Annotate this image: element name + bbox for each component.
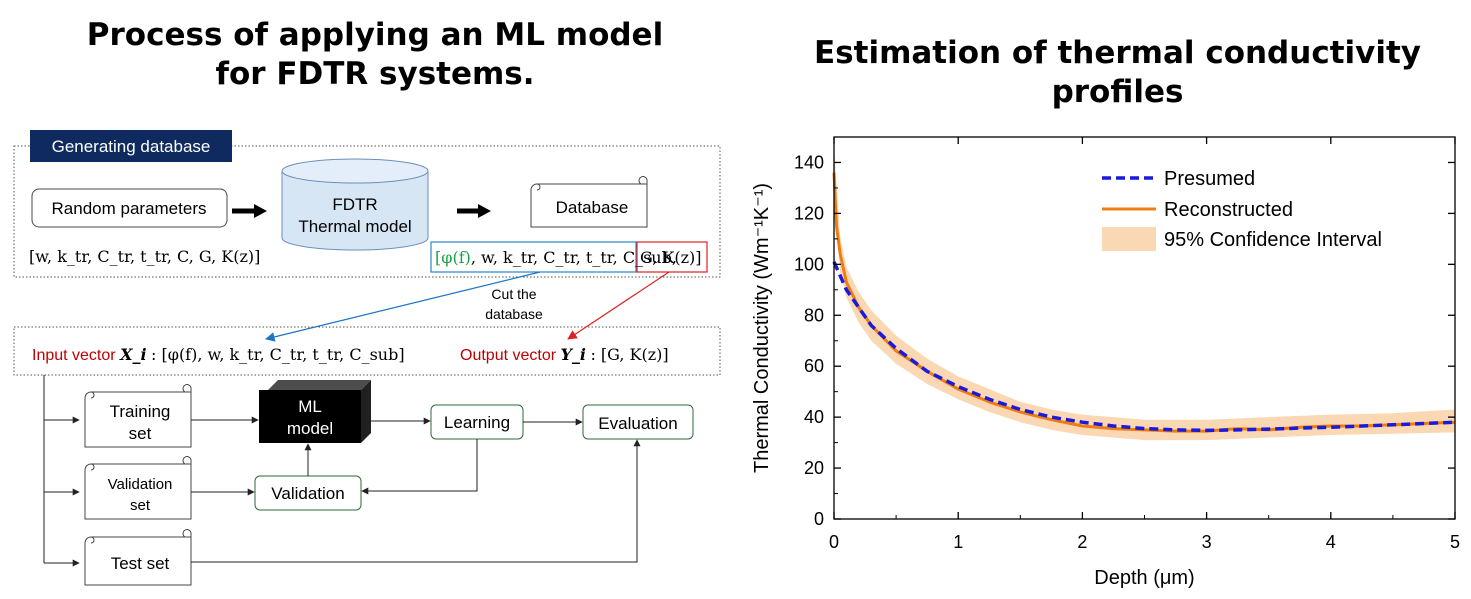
input-vector: Input vector X_i : [φ(f), w, k_tr, C_tr,… [32, 345, 405, 364]
svg-text:Validation: Validation [271, 484, 344, 503]
db-vector-input-box [430, 241, 637, 273]
right-title: Estimation of thermal conductivity profi… [814, 35, 1421, 110]
confidence-band [834, 147, 1455, 441]
db-vector-output: G, K(z)] [640, 248, 702, 267]
generating-database-label: Generating database [30, 130, 232, 162]
x-tick-label-1: 1 [953, 532, 963, 552]
left-title: Process of applying an ML model for FDTR… [30, 16, 720, 94]
y-tick-label-80: 80 [804, 305, 824, 325]
y-tick-label-0: 0 [814, 509, 824, 529]
svg-text:Validation: Validation [108, 476, 173, 493]
svg-text:Database: Database [556, 198, 629, 217]
y-axis-label: Thermal Conductivity (Wm⁻¹K⁻¹) [751, 183, 773, 473]
random-vector: [w, k_tr, C_tr, t_tr, C, G, K(z)] [29, 247, 260, 266]
svg-text:Training: Training [110, 402, 171, 421]
svg-text:ML: ML [298, 397, 322, 416]
x-axis-label: Depth (μm) [1094, 567, 1194, 589]
training-set-scroll: Training set [84, 384, 192, 448]
legend-label-0: Presumed [1164, 168, 1255, 190]
reconstructed-line [832, 172, 1456, 433]
generating-database-group [13, 145, 721, 278]
y-tick-label-60: 60 [804, 356, 824, 376]
validation-set-scroll: Validation set [84, 456, 192, 520]
evaluation-box: Evaluation [582, 404, 694, 440]
y-tick-label-40: 40 [804, 407, 824, 427]
learning-box: Learning [430, 404, 524, 440]
y-tick-label-20: 20 [804, 458, 824, 478]
thick-arrow-2 [457, 204, 491, 218]
svg-text:[φ(f), w, k_tr, C_tr, t_tr, C_: [φ(f), w, k_tr, C_tr, t_tr, C_sub, [435, 248, 677, 267]
svg-text:model: model [287, 419, 333, 438]
db-vector-output-box [636, 241, 708, 273]
db-vector-phi: [φ(f) [435, 248, 471, 267]
x-tick-label-0: 0 [829, 532, 839, 552]
svg-text:set: set [130, 497, 151, 514]
legend-label-2: 95% Confidence Interval [1164, 229, 1382, 251]
cut-label-line2: database [485, 306, 543, 322]
legend-label-1: Reconstructed [1164, 199, 1293, 221]
x-tick-label-3: 3 [1202, 532, 1212, 552]
left-title-line1: Process of applying an ML model [86, 17, 664, 53]
cut-arrow-output [567, 271, 670, 340]
svg-text:Random parameters: Random parameters [52, 199, 207, 218]
db-vector-mid: , w, k_tr, C_tr, t_tr, C_sub, [471, 248, 677, 267]
plot-frame [833, 136, 1456, 520]
svg-text:FDTR: FDTR [332, 195, 377, 214]
x-tick-label-5: 5 [1450, 532, 1460, 552]
test-set-scroll: Test set [84, 529, 192, 586]
svg-text:set: set [129, 424, 152, 443]
database-scroll: Database [530, 176, 648, 228]
x-tick-label-4: 4 [1326, 532, 1336, 552]
flow-arrows [191, 416, 641, 563]
ml-model-block: ML model [259, 380, 371, 443]
x-tick-label-2: 2 [1077, 532, 1087, 552]
y-tick-label-120: 120 [794, 203, 824, 223]
thermal-conductivity-chart: 0 1 2 3 4 5 0 20 40 60 80 100 120 140 Presumed Reconst… [751, 136, 1460, 589]
vector-split-group [13, 326, 721, 376]
svg-text:Thermal model: Thermal model [298, 217, 411, 236]
validation-box: Validation [254, 475, 362, 511]
svg-text:Evaluation: Evaluation [598, 414, 677, 433]
fdtr-thermal-model-cylinder: FDTR Thermal model [281, 158, 429, 251]
presumed-line [832, 261, 1456, 433]
thick-arrow-1 [232, 204, 267, 218]
cut-label-line1: Cut the [491, 286, 536, 302]
svg-text:Learning: Learning [444, 413, 510, 432]
left-title-line2: for FDTR systems. [215, 56, 535, 92]
y-tick-label-140: 140 [794, 152, 824, 172]
cut-arrow-input [265, 271, 541, 342]
output-vector: Output vector Y_i : [G, K(z)] [460, 345, 669, 364]
split-connectors [43, 375, 80, 567]
y-tick-label-100: 100 [794, 254, 824, 274]
svg-text:Generating database: Generating database [52, 137, 211, 156]
ml-process-diagram: Generating database Random parameters [w… [13, 130, 721, 586]
svg-text:Test set: Test set [111, 554, 170, 573]
random-parameters-box: Random parameters [31, 188, 228, 228]
legend-band-swatch [1102, 227, 1156, 251]
